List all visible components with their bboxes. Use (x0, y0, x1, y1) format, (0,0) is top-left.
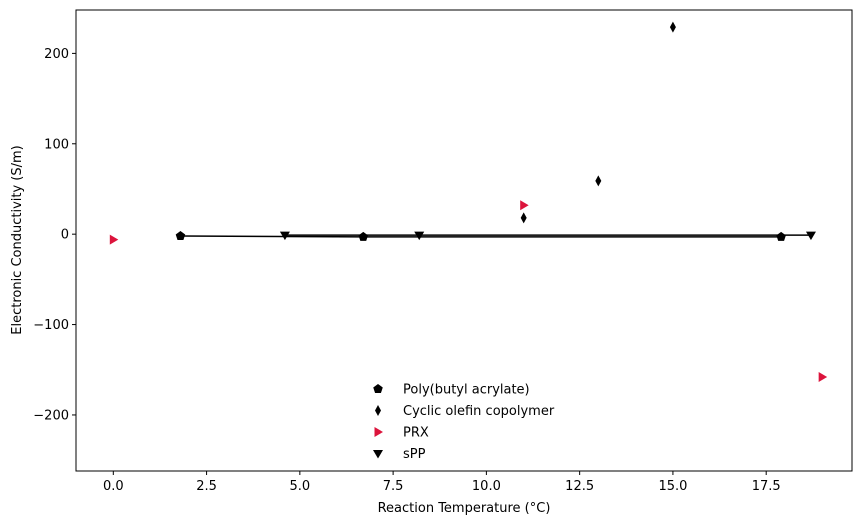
data-point-s2-p1 (520, 200, 529, 211)
y-tick-label: −200 (33, 408, 69, 423)
legend-label: Poly(butyl acrylate) (403, 383, 530, 398)
data-point-s0-p2 (776, 231, 786, 241)
data-point-s1-p1 (595, 175, 602, 187)
data-point-s3-p2 (805, 231, 816, 241)
x-tick-label: 2.5 (196, 479, 217, 494)
legend-label: Cyclic olefin copolymer (403, 404, 555, 419)
data-point-s3-p0 (279, 231, 290, 241)
legend-marker (375, 405, 381, 416)
x-tick-label: 5.0 (290, 479, 311, 494)
y-tick-label: 100 (44, 137, 69, 152)
y-tick-label: 0 (61, 228, 69, 243)
legend-marker (374, 427, 383, 437)
legend-marker (373, 384, 383, 394)
data-point-s1-p0 (520, 212, 527, 224)
x-tick-label: 7.5 (383, 479, 404, 494)
plot-frame (75, 9, 853, 472)
y-tick-label: −100 (33, 318, 69, 333)
data-point-s0-p0 (175, 230, 186, 241)
y-axis-label: Electronic Conductivity (S/m) (10, 145, 25, 335)
legend: Poly(butyl acrylate) Cyclic olefin copoly… (373, 383, 555, 462)
data-point-s0-p1 (358, 231, 369, 241)
data-point-s3-p1 (414, 231, 425, 241)
legend-marker (373, 450, 383, 459)
data-point-s1-p2 (669, 21, 676, 33)
x-tick-label: 10.0 (472, 479, 501, 494)
x-tick-label: 17.5 (752, 479, 781, 494)
y-axis-ticks: −200 −100 0 100 200 (33, 47, 76, 423)
legend-label: PRX (403, 426, 429, 441)
legend-label: sPP (403, 447, 426, 462)
x-tick-label: 0.0 (103, 479, 124, 494)
x-tick-label: 15.0 (658, 479, 687, 494)
data-point-s2-p2 (818, 371, 828, 382)
data-point-s2-p0 (109, 234, 119, 245)
x-axis-ticks: 0.0 2.5 5.0 7.5 10.0 12.5 15.0 17.5 (103, 471, 781, 494)
data-points (109, 21, 828, 382)
plot-background (76, 10, 852, 471)
y-tick-label: 200 (44, 47, 69, 62)
x-tick-label: 12.5 (565, 479, 594, 494)
x-axis-label: Reaction Temperature (°C) (378, 501, 551, 516)
